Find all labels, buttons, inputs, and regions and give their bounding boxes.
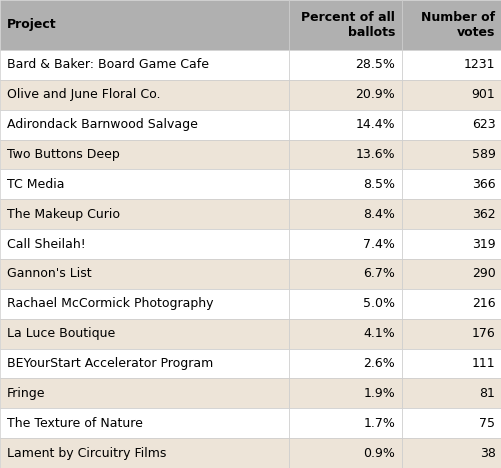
Text: TC Media: TC Media <box>7 178 64 191</box>
Bar <box>0 379 288 408</box>
Bar <box>288 379 401 408</box>
Text: 2.6%: 2.6% <box>363 357 394 370</box>
Bar <box>288 50 401 80</box>
Text: Lament by Circuitry Films: Lament by Circuitry Films <box>7 446 165 460</box>
Bar <box>0 349 288 379</box>
Text: 1231: 1231 <box>463 58 494 72</box>
Text: 7.4%: 7.4% <box>363 238 394 250</box>
Bar <box>401 199 501 229</box>
Text: 623: 623 <box>471 118 494 131</box>
Bar <box>401 50 501 80</box>
Text: 589: 589 <box>470 148 494 161</box>
Text: 75: 75 <box>478 417 494 430</box>
Bar <box>401 139 501 169</box>
Bar <box>401 80 501 110</box>
Text: 366: 366 <box>471 178 494 191</box>
Bar <box>401 259 501 289</box>
Bar <box>401 110 501 139</box>
Text: 13.6%: 13.6% <box>355 148 394 161</box>
Text: Adirondack Barnwood Salvage: Adirondack Barnwood Salvage <box>7 118 197 131</box>
Text: 1.9%: 1.9% <box>363 387 394 400</box>
Bar <box>288 229 401 259</box>
Text: 20.9%: 20.9% <box>355 88 394 101</box>
Text: 4.1%: 4.1% <box>363 327 394 340</box>
Bar <box>288 259 401 289</box>
Text: 111: 111 <box>471 357 494 370</box>
Text: 6.7%: 6.7% <box>363 267 394 280</box>
Bar <box>0 199 288 229</box>
Text: Gannon's List: Gannon's List <box>7 267 91 280</box>
Text: Project: Project <box>7 19 56 31</box>
Bar <box>401 319 501 349</box>
Text: Rachael McCormick Photography: Rachael McCormick Photography <box>7 297 212 310</box>
Bar <box>0 50 288 80</box>
Text: 0.9%: 0.9% <box>363 446 394 460</box>
Bar <box>288 80 401 110</box>
Text: 38: 38 <box>478 446 494 460</box>
Text: 8.4%: 8.4% <box>363 208 394 221</box>
Text: 14.4%: 14.4% <box>355 118 394 131</box>
Text: The Makeup Curio: The Makeup Curio <box>7 208 119 221</box>
Text: Bard & Baker: Board Game Cafe: Bard & Baker: Board Game Cafe <box>7 58 208 72</box>
Text: Call Sheilah!: Call Sheilah! <box>7 238 85 250</box>
Bar <box>401 0 501 50</box>
Text: 362: 362 <box>471 208 494 221</box>
Text: Percent of all
ballots: Percent of all ballots <box>301 11 394 39</box>
Text: 1.7%: 1.7% <box>363 417 394 430</box>
Text: 81: 81 <box>478 387 494 400</box>
Text: Number of
votes: Number of votes <box>420 11 494 39</box>
Text: 216: 216 <box>471 297 494 310</box>
Text: BEYourStart Accelerator Program: BEYourStart Accelerator Program <box>7 357 212 370</box>
Bar <box>0 438 288 468</box>
Text: Fringe: Fringe <box>7 387 45 400</box>
Bar <box>0 110 288 139</box>
Bar <box>0 139 288 169</box>
Bar <box>0 289 288 319</box>
Bar <box>0 319 288 349</box>
Bar <box>401 289 501 319</box>
Bar <box>0 259 288 289</box>
Text: The Texture of Nature: The Texture of Nature <box>7 417 142 430</box>
Text: 8.5%: 8.5% <box>362 178 394 191</box>
Bar <box>0 0 288 50</box>
Text: 290: 290 <box>471 267 494 280</box>
Bar <box>288 319 401 349</box>
Text: 901: 901 <box>471 88 494 101</box>
Bar <box>288 408 401 438</box>
Bar <box>288 110 401 139</box>
Text: 28.5%: 28.5% <box>355 58 394 72</box>
Bar <box>0 169 288 199</box>
Text: La Luce Boutique: La Luce Boutique <box>7 327 115 340</box>
Bar <box>0 229 288 259</box>
Text: 5.0%: 5.0% <box>362 297 394 310</box>
Bar <box>401 408 501 438</box>
Bar <box>288 139 401 169</box>
Bar <box>0 80 288 110</box>
Bar <box>288 438 401 468</box>
Bar <box>288 349 401 379</box>
Text: 176: 176 <box>471 327 494 340</box>
Text: Olive and June Floral Co.: Olive and June Floral Co. <box>7 88 160 101</box>
Text: Two Buttons Deep: Two Buttons Deep <box>7 148 119 161</box>
Text: 319: 319 <box>471 238 494 250</box>
Bar <box>401 438 501 468</box>
Bar <box>401 379 501 408</box>
Bar <box>401 169 501 199</box>
Bar <box>288 169 401 199</box>
Bar <box>401 229 501 259</box>
Bar <box>401 349 501 379</box>
Bar <box>0 408 288 438</box>
Bar <box>288 0 401 50</box>
Bar <box>288 199 401 229</box>
Bar <box>288 289 401 319</box>
